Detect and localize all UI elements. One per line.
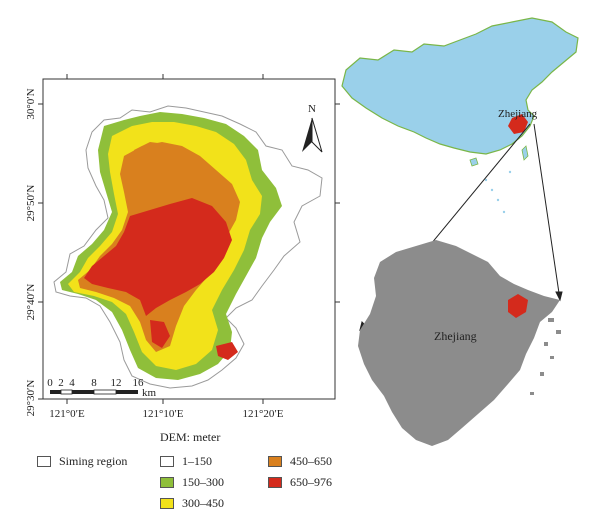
lon-label-121-0: 121°0′E [49, 408, 85, 420]
legend-item-450-650: 450–650 [268, 454, 332, 469]
dem-map: 30°0′N 29°50′N 29°40′N 29°30′N 121°0′E 1… [25, 74, 340, 420]
legend-swatch-450-650 [268, 456, 282, 467]
zhejiang-inset: Zhejiang [358, 240, 561, 446]
legend-label-650-976: 650–976 [290, 475, 332, 489]
lat-label-29-50: 29°50′N [25, 185, 37, 222]
scale-number-16: 16 [133, 377, 145, 389]
lat-label-29-40: 29°40′N [25, 284, 37, 321]
legend-label-150-300: 150–300 [182, 475, 224, 489]
legend-item-650-976: 650–976 [268, 475, 332, 490]
legend-item-150-300: 150–300 [160, 475, 224, 490]
hainan-island [469, 157, 479, 167]
siming-in-zhejiang [508, 294, 528, 318]
zhejiang-label: Zhejiang [434, 329, 477, 343]
map-ticks [38, 74, 340, 404]
legend-label-siming: Siming region [59, 454, 128, 468]
taiwan-island [521, 145, 529, 161]
legend-label-1-150: 1–150 [182, 454, 212, 468]
lat-label-30-0: 30°0′N [25, 88, 37, 119]
legend-item-1-150: 1–150 [160, 454, 212, 469]
lon-label-121-10: 121°10′E [142, 408, 183, 420]
dem-class-450-650-north [134, 142, 176, 176]
zhejiang-outline [358, 240, 560, 446]
dem-class-650-976 [84, 198, 238, 360]
china-zhejiang-label: Zhejiang [498, 108, 538, 120]
legend-swatch-650-976 [268, 477, 282, 488]
north-label: N [308, 103, 316, 115]
scale-number-2: 2 [58, 377, 64, 389]
legend-swatch-1-150 [160, 456, 174, 467]
legend-item-siming: Siming region [37, 454, 127, 469]
china-inset: Zhejiang [341, 17, 579, 214]
south-sea-islands [484, 170, 512, 214]
lat-label-29-30: 29°30′N [25, 380, 37, 417]
scale-number-4: 4 [69, 377, 75, 389]
legend-item-300-450: 300–450 [160, 496, 224, 511]
legend-label-300-450: 300–450 [182, 496, 224, 510]
scale-number-0: 0 [47, 377, 53, 389]
lon-label-121-20: 121°20′E [242, 408, 283, 420]
legend-label-450-650: 450–650 [290, 454, 332, 468]
scale-unit: km [142, 387, 157, 399]
zhejiang-islands [530, 318, 561, 395]
scale-bar: 0 2 4 8 12 16 km [47, 377, 156, 399]
legend-swatch-300-450 [160, 498, 174, 509]
north-arrow-icon: N [302, 103, 323, 153]
legend-swatch-siming [37, 456, 51, 467]
legend-title: DEM: meter [160, 430, 221, 444]
scale-number-12: 12 [111, 377, 122, 389]
legend-swatch-150-300 [160, 477, 174, 488]
scale-number-8: 8 [91, 377, 97, 389]
china-outline [341, 17, 579, 155]
zhejiang-in-china [508, 114, 528, 134]
